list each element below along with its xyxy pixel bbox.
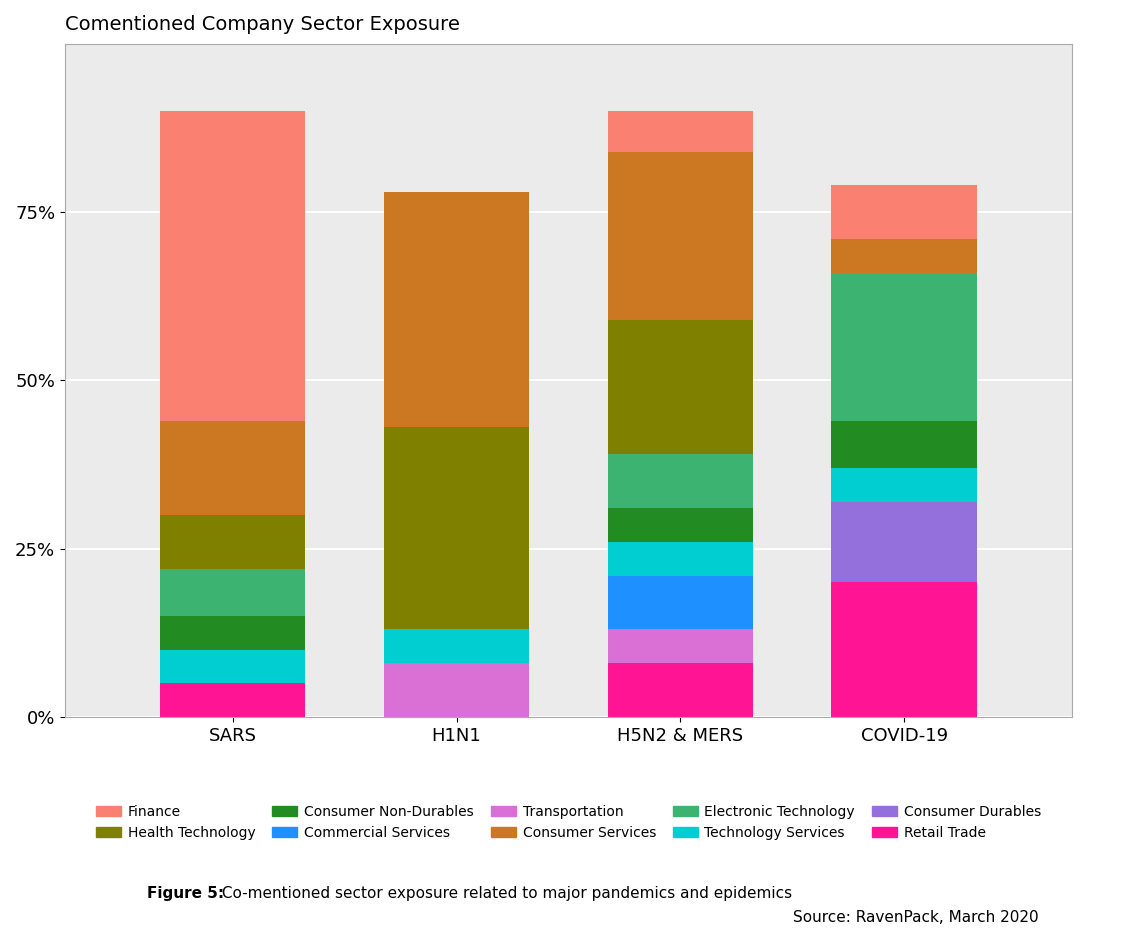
Bar — [384, 629, 530, 663]
Bar — [160, 515, 306, 569]
Bar — [160, 616, 306, 650]
Bar — [607, 542, 753, 575]
Bar — [831, 582, 977, 717]
Bar — [607, 111, 753, 152]
Bar — [160, 683, 306, 717]
Bar — [607, 454, 753, 508]
Bar — [831, 468, 977, 502]
Legend: Finance, Health Technology, Consumer Non-Durables, Commercial Services, Transpor: Finance, Health Technology, Consumer Non… — [89, 798, 1048, 846]
Bar — [831, 273, 977, 421]
Text: Source: RavenPack, March 2020: Source: RavenPack, March 2020 — [793, 910, 1039, 924]
Bar — [160, 421, 306, 515]
Bar — [607, 320, 753, 454]
Bar — [384, 663, 530, 717]
Bar — [160, 111, 306, 421]
Bar — [607, 152, 753, 320]
Text: Comentioned Company Sector Exposure: Comentioned Company Sector Exposure — [64, 15, 460, 34]
Bar — [831, 185, 977, 239]
Bar — [831, 502, 977, 582]
Bar — [831, 239, 977, 273]
Bar — [607, 575, 753, 629]
Bar — [160, 650, 306, 683]
Bar — [607, 629, 753, 663]
Bar — [831, 421, 977, 468]
Bar — [384, 192, 530, 427]
Bar — [607, 508, 753, 542]
Bar — [384, 427, 530, 629]
Bar — [607, 663, 753, 717]
Bar — [160, 569, 306, 616]
Text: Figure 5:: Figure 5: — [147, 886, 224, 901]
Text: Co-mentioned sector exposure related to major pandemics and epidemics: Co-mentioned sector exposure related to … — [217, 886, 791, 901]
